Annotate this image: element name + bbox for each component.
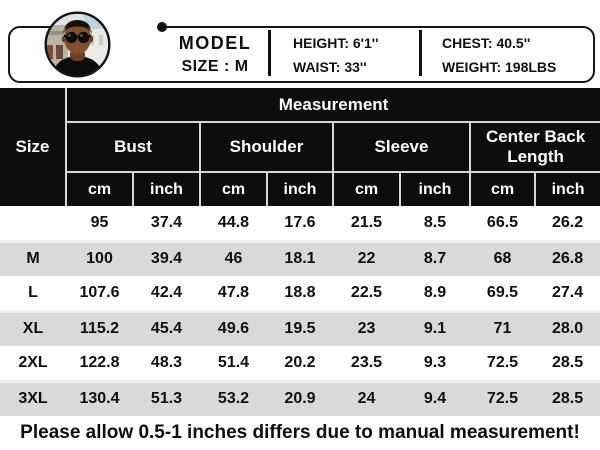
measurement-cell: 72.5 <box>470 379 535 416</box>
measurement-cell: 22 <box>333 239 400 276</box>
measurement-cell: 48.3 <box>133 346 200 381</box>
measurement-cell: 17.6 <box>267 206 333 241</box>
size-cell <box>0 206 66 241</box>
measurement-cell: 39.4 <box>133 239 200 276</box>
unit-header-cm: cm <box>199 171 268 206</box>
size-cell: M <box>0 239 66 276</box>
column-group-center-back-length: Center Back Length <box>468 121 600 173</box>
measurement-cell: 72.5 <box>470 346 535 381</box>
size-table-body: 95 37.4 44.8 17.6 21.5 8.5 66.5 26.2 M 100 39.4 46 1… <box>0 206 600 416</box>
column-group-sleeve: Sleeve <box>332 121 471 173</box>
measurement-cell: 28.0 <box>535 309 600 346</box>
column-header-size: Size <box>0 88 67 206</box>
measurement-cell: 8.9 <box>400 276 470 311</box>
measurement-cell: 51.3 <box>133 379 200 416</box>
measurement-cell: 69.5 <box>470 276 535 311</box>
measurement-cell: 47.8 <box>200 276 267 311</box>
waist-stat: WAIST: 33'' <box>293 59 367 75</box>
measurement-cell: 26.8 <box>535 239 600 276</box>
bullet-dot-icon <box>157 22 167 32</box>
measurement-cell: 28.5 <box>535 346 600 381</box>
model-label: MODEL <box>178 33 252 53</box>
weight-stat: WEIGHT: 198LBS <box>442 59 557 75</box>
measurement-cell: 27.4 <box>535 276 600 311</box>
measurement-cell: 23.5 <box>333 346 400 381</box>
measurement-cell: 122.8 <box>66 346 133 381</box>
table-title-measurement: Measurement <box>64 88 600 123</box>
measurement-cell: 68 <box>470 239 535 276</box>
measurement-cell: 66.5 <box>470 206 535 241</box>
table-row: XL 115.2 45.4 49.6 19.5 23 9.1 71 28.0 <box>0 309 600 346</box>
size-chart-table: Size Measurement Bust Shoulder Sleeve Ce… <box>0 88 600 416</box>
measurement-cell: 9.3 <box>400 346 470 381</box>
table-row: 3XL 130.4 51.3 53.2 20.9 24 9.4 72.5 28.5 <box>0 379 600 416</box>
table-row: 2XL 122.8 48.3 51.4 20.2 23.5 9.3 72.5 28.5 <box>0 346 600 381</box>
column-group-bust: Bust <box>65 121 201 173</box>
size-cell: L <box>0 276 66 311</box>
measurement-cell: 107.6 <box>66 276 133 311</box>
measurement-cell: 20.2 <box>267 346 333 381</box>
chest-stat: CHEST: 40.5'' <box>442 35 531 51</box>
measurement-cell: 19.5 <box>267 309 333 346</box>
measurement-cell: 9.4 <box>400 379 470 416</box>
measurement-cell: 28.5 <box>535 379 600 416</box>
column-group-shoulder: Shoulder <box>199 121 334 173</box>
measurement-cell: 53.2 <box>200 379 267 416</box>
measurement-cell: 9.1 <box>400 309 470 346</box>
height-waist-block: HEIGHT: 6'1'' WAIST: 33'' <box>293 34 378 76</box>
measurement-cell: 46 <box>200 239 267 276</box>
size-cell: 2XL <box>0 346 66 381</box>
measurement-cell: 51.4 <box>200 346 267 381</box>
model-info-banner: MODEL SIZE : M HEIGHT: 6'1'' WAIST: 33''… <box>0 0 600 88</box>
measurement-cell: 8.5 <box>400 206 470 241</box>
table-row: 95 37.4 44.8 17.6 21.5 8.5 66.5 26.2 <box>0 206 600 241</box>
measurement-cell: 21.5 <box>333 206 400 241</box>
unit-header-inch: inch <box>399 171 471 206</box>
size-cell: 3XL <box>0 379 66 416</box>
measurement-cell: 22.5 <box>333 276 400 311</box>
measurement-cell: 44.8 <box>200 206 267 241</box>
measurement-cell: 26.2 <box>535 206 600 241</box>
unit-header-cm: cm <box>65 171 134 206</box>
measurement-cell: 8.7 <box>400 239 470 276</box>
model-photo <box>44 11 111 78</box>
unit-header-inch: inch <box>533 171 600 206</box>
measurement-cell: 100 <box>66 239 133 276</box>
measurement-cell: 20.9 <box>267 379 333 416</box>
measurement-cell: 18.1 <box>267 239 333 276</box>
height-stat: HEIGHT: 6'1'' <box>293 35 379 51</box>
measurement-disclaimer: Please allow 0.5-1 inches differs due to… <box>0 416 600 450</box>
size-cell: XL <box>0 309 66 346</box>
chest-weight-block: CHEST: 40.5'' WEIGHT: 198LBS <box>442 34 556 76</box>
banner-divider <box>419 30 422 76</box>
measurement-cell: 95 <box>66 206 133 241</box>
measurement-cell: 71 <box>470 309 535 346</box>
measurement-cell: 45.4 <box>133 309 200 346</box>
banner-divider <box>268 30 271 76</box>
measurement-cell: 42.4 <box>133 276 200 311</box>
measurement-cell: 49.6 <box>200 309 267 346</box>
unit-header-inch: inch <box>132 171 201 206</box>
unit-header-cm: cm <box>469 171 536 206</box>
measurement-cell: 130.4 <box>66 379 133 416</box>
banner-border-gap <box>104 23 158 31</box>
measurement-cell: 115.2 <box>66 309 133 346</box>
measurement-cell: 18.8 <box>267 276 333 311</box>
measurement-cell: 23 <box>333 309 400 346</box>
unit-header-inch: inch <box>266 171 334 206</box>
table-row: L 107.6 42.4 47.8 18.8 22.5 8.9 69.5 27.4 <box>0 276 600 311</box>
table-row: M 100 39.4 46 18.1 22 8.7 68 26.8 <box>0 239 600 276</box>
model-size-label: SIZE : M <box>181 58 249 75</box>
unit-header-cm: cm <box>332 171 401 206</box>
model-size-block: MODEL SIZE : M <box>160 33 270 76</box>
measurement-cell: 37.4 <box>133 206 200 241</box>
measurement-cell: 24 <box>333 379 400 416</box>
